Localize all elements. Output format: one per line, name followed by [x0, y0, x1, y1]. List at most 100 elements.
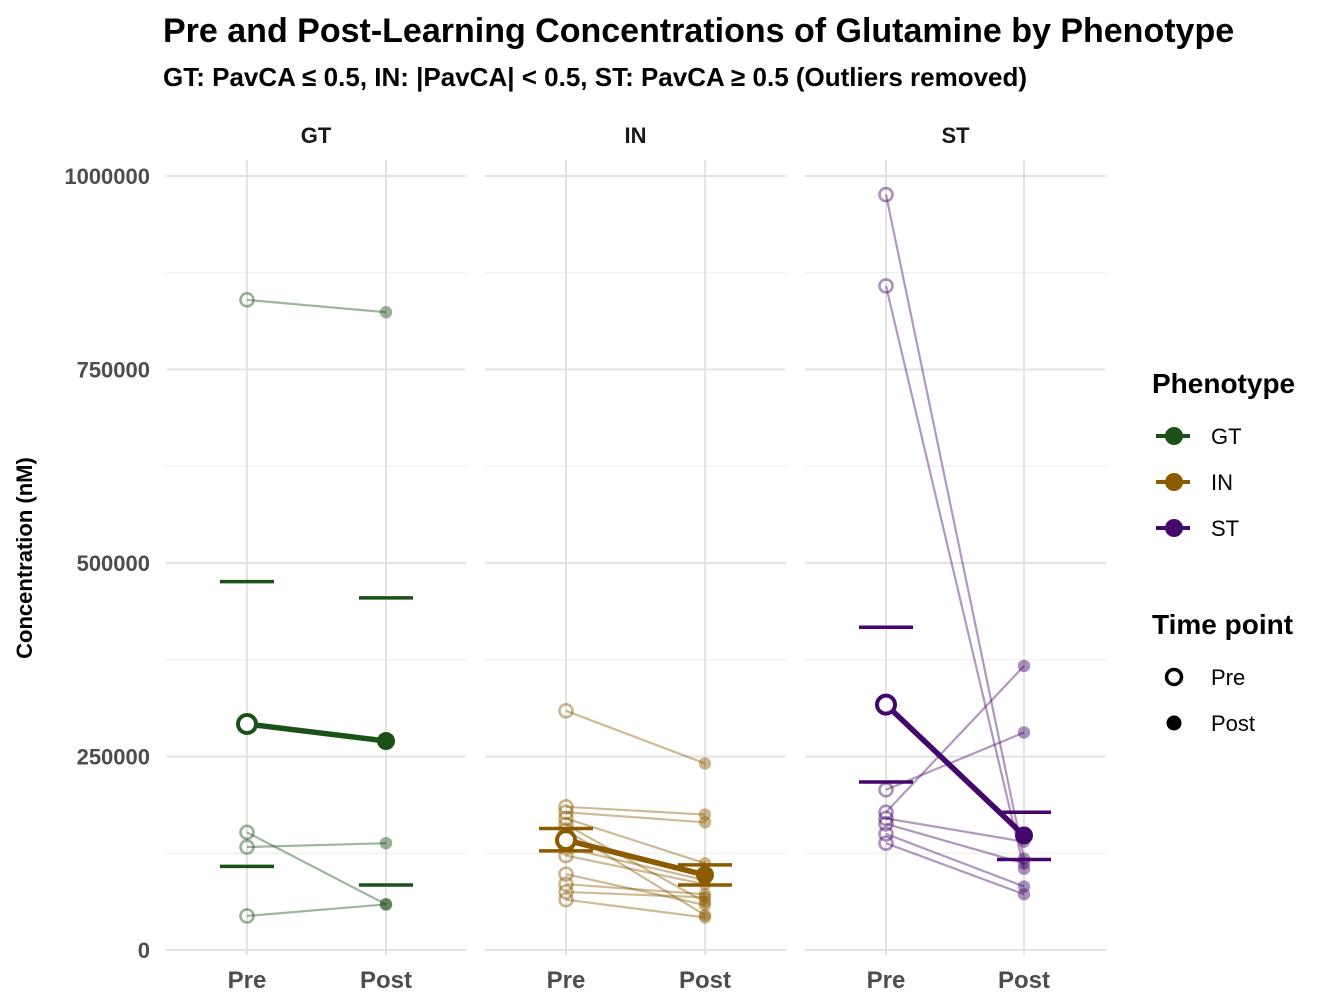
subject-line	[565, 890, 706, 899]
mean-line	[884, 702, 1026, 838]
subject-line	[885, 822, 1025, 865]
pre-point	[558, 884, 574, 900]
pre-point	[558, 799, 574, 815]
mean-point-pre	[236, 712, 258, 735]
x-tick-label: Pre	[228, 967, 267, 994]
legend-item-time-post: Post	[1166, 711, 1255, 736]
facet-panels: GT Pre Post IN Pre Post ST Pre Post	[166, 123, 1106, 994]
mean-point-pre	[555, 829, 577, 852]
legend-key-point	[1165, 473, 1183, 491]
legend-item-gt: GT	[1156, 424, 1242, 449]
pre-point	[558, 866, 574, 882]
subject-line	[565, 873, 706, 907]
legend: Phenotype Time point GT IN ST Pre Post	[1152, 368, 1295, 736]
pre-point	[878, 835, 894, 851]
x-tick-label: Post	[679, 967, 731, 994]
y-tick-label: 1000000	[64, 164, 150, 189]
legend-item-in: IN	[1156, 470, 1233, 495]
pre-point	[239, 292, 255, 308]
subject-line	[565, 817, 706, 865]
facet-strip-label: IN	[625, 123, 647, 148]
pre-point	[558, 804, 574, 821]
pre-point	[239, 839, 255, 855]
subject-line	[885, 842, 1025, 896]
post-point	[1017, 659, 1031, 673]
post-point	[698, 757, 712, 770]
pre-point	[878, 810, 894, 827]
subject-line	[884, 194, 1026, 859]
facet-panel-st: ST Pre Post	[805, 123, 1106, 994]
subject-line	[246, 842, 387, 849]
legend-key-filled-circle	[1166, 715, 1182, 731]
post-point	[698, 895, 712, 909]
pre-point	[878, 186, 894, 203]
x-tick-label: Pre	[547, 967, 586, 994]
post-point	[379, 306, 393, 319]
post-point	[1017, 862, 1031, 875]
mean-point-post	[1015, 826, 1033, 845]
subject-line	[885, 832, 1025, 888]
subject-line	[565, 811, 706, 824]
legend-label: ST	[1211, 516, 1239, 541]
legend-label: Pre	[1211, 665, 1245, 690]
chart-subtitle: GT: PavCA ≤ 0.5, IN: |PavCA| < 0.5, ST: …	[163, 62, 1027, 92]
y-tick-label: 500000	[77, 551, 150, 576]
pre-point	[558, 703, 574, 719]
subject-line	[565, 883, 706, 896]
legend-time-title: Time point	[1152, 609, 1293, 640]
y-tick-label: 750000	[77, 358, 150, 383]
post-point	[379, 898, 393, 911]
pre-point	[558, 810, 574, 827]
pre-point	[878, 804, 894, 821]
mean-line	[565, 837, 706, 878]
subject-line	[565, 898, 706, 919]
post-point	[379, 836, 393, 850]
subject-line	[246, 298, 387, 314]
post-point	[1017, 726, 1031, 739]
subject-line	[246, 831, 387, 906]
y-axis-ticks: 0 250000 500000 750000 1000000	[64, 164, 150, 963]
post-point	[698, 898, 712, 912]
x-tick-label: Post	[360, 967, 412, 994]
legend-item-time-pre: Pre	[1164, 665, 1245, 690]
pre-point	[558, 891, 574, 908]
y-tick-label: 0	[138, 938, 150, 963]
subject-line	[885, 817, 1025, 843]
y-tick-label: 250000	[77, 745, 150, 770]
subject-line	[884, 285, 1026, 869]
facet-strip-label: ST	[941, 123, 970, 148]
post-point	[379, 898, 393, 911]
subject-line	[565, 823, 706, 903]
pre-point	[239, 824, 255, 841]
subject-line	[246, 903, 387, 918]
subject-line	[565, 709, 706, 765]
x-tick-label: Post	[998, 967, 1050, 994]
legend-key-open-circle	[1164, 667, 1184, 687]
subject-line	[565, 846, 706, 882]
pre-point	[878, 816, 894, 832]
mean-point-pre	[875, 693, 897, 716]
legend-key-point	[1165, 427, 1183, 445]
pre-point	[878, 278, 894, 294]
post-point	[698, 808, 712, 821]
post-point	[1017, 888, 1031, 901]
pre-point	[878, 826, 894, 842]
subject-line	[885, 731, 1025, 791]
facet-panel-in: IN Pre Post	[485, 123, 786, 994]
pre-point	[239, 908, 255, 924]
facet-panel-gt: GT Pre Post	[166, 123, 466, 994]
post-point	[698, 911, 712, 924]
facet-strip-label: GT	[301, 123, 332, 148]
post-point	[1017, 880, 1031, 893]
subject-line	[885, 665, 1025, 813]
post-point	[698, 888, 712, 901]
subject-line	[565, 805, 706, 816]
chart-title: Pre and Post-Learning Concentrations of …	[163, 12, 1234, 50]
y-axis-label: Concentration (nM)	[12, 457, 37, 659]
legend-label: Post	[1211, 711, 1255, 736]
mean-line	[246, 721, 387, 744]
legend-label: IN	[1211, 470, 1233, 495]
legend-label: GT	[1211, 424, 1242, 449]
mean-point-post	[696, 865, 714, 884]
